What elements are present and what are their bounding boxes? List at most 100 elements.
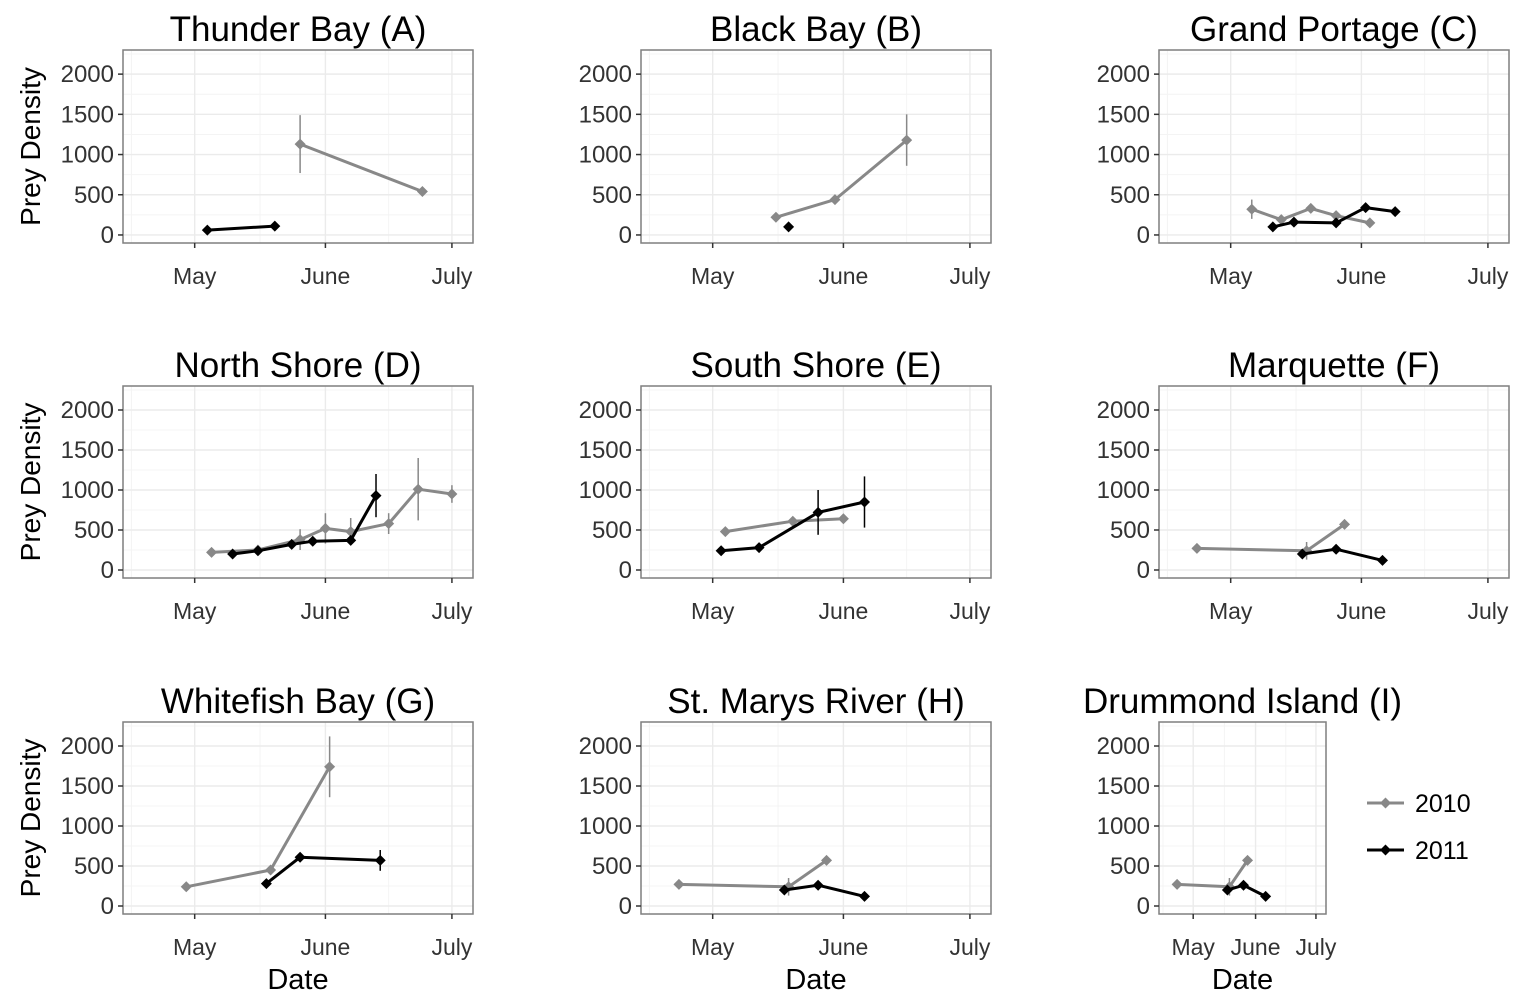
x-tick-label: May xyxy=(691,598,735,624)
y-tick-label: 1500 xyxy=(579,773,632,800)
y-tick-label: 500 xyxy=(1110,182,1150,209)
series-2010 xyxy=(294,115,428,198)
series-2011 xyxy=(1221,879,1272,902)
series-2011 xyxy=(260,850,386,890)
data-point xyxy=(294,138,306,150)
data-point xyxy=(374,854,386,866)
x-tick-label: July xyxy=(1295,934,1336,960)
series-2010 xyxy=(719,513,849,538)
panel-9: 0 500 1000 1500 2000 May June July Drummond Isla… xyxy=(1083,682,1402,995)
x-axis-label: Date xyxy=(1212,964,1273,995)
y-tick-label: 1500 xyxy=(61,437,114,464)
series-2011 xyxy=(1267,202,1401,233)
data-point xyxy=(1238,879,1250,891)
panel-border xyxy=(122,385,474,579)
panel-grid: 0 500 1000 1500 2000 May June July Thunder Bay (… xyxy=(15,10,1510,995)
data-point xyxy=(837,513,849,525)
series-2011 xyxy=(783,221,795,233)
x-tick-label: May xyxy=(691,934,735,960)
x-tick-label: June xyxy=(1336,598,1386,624)
data-point xyxy=(858,496,870,508)
y-tick-label: 1500 xyxy=(61,773,114,800)
x-tick-label: June xyxy=(300,934,350,960)
y-tick-label: 2000 xyxy=(61,61,114,88)
panel-title: Drummond Island (I) xyxy=(1083,682,1402,721)
x-tick-label: June xyxy=(818,598,868,624)
y-tick-label: 2000 xyxy=(579,733,632,760)
data-point xyxy=(821,854,833,866)
data-point xyxy=(1389,206,1401,218)
y-tick-label: 1000 xyxy=(61,813,114,840)
series-2011 xyxy=(778,879,870,902)
x-tick-label: July xyxy=(431,263,472,289)
data-point xyxy=(719,526,731,538)
y-axis-label: Prey Density xyxy=(15,67,46,226)
y-tick-label: 500 xyxy=(74,517,114,544)
x-tick-label: July xyxy=(1467,598,1508,624)
data-point xyxy=(265,864,277,876)
x-tick-label: June xyxy=(300,598,350,624)
panel-title: Grand Portage (C) xyxy=(1190,10,1478,49)
y-tick-label: 1500 xyxy=(1097,437,1150,464)
x-tick-label: May xyxy=(1171,934,1215,960)
y-tick-label: 0 xyxy=(1137,222,1150,249)
data-point xyxy=(324,761,336,773)
x-tick-label: July xyxy=(949,263,990,289)
y-tick-label: 500 xyxy=(592,182,632,209)
legend-key-point xyxy=(1380,844,1391,856)
y-tick-label: 0 xyxy=(101,222,114,249)
data-point xyxy=(201,224,213,236)
y-tick-label: 1000 xyxy=(579,813,632,840)
data-point xyxy=(1191,542,1203,554)
panel-border xyxy=(1158,721,1327,915)
x-tick-label: June xyxy=(1336,263,1386,289)
series-line-2011 xyxy=(207,224,275,232)
y-tick-label: 2000 xyxy=(1097,61,1150,88)
y-tick-label: 1000 xyxy=(61,142,114,169)
panel-border xyxy=(1158,49,1510,244)
y-tick-label: 1500 xyxy=(579,437,632,464)
data-point xyxy=(783,221,795,233)
x-tick-label: June xyxy=(300,263,350,289)
panel-2: 0 500 1000 1500 2000 May June July Black Bay (B) xyxy=(579,10,992,289)
data-point xyxy=(1242,854,1254,866)
x-tick-label: May xyxy=(691,263,735,289)
data-point xyxy=(416,186,428,198)
data-point xyxy=(787,515,799,527)
y-tick-label: 1000 xyxy=(1097,142,1150,169)
series-line-2010 xyxy=(299,142,423,193)
data-point xyxy=(319,522,331,534)
y-tick-label: 0 xyxy=(619,222,632,249)
data-point xyxy=(1330,543,1342,555)
data-point xyxy=(1221,884,1233,896)
series-line-2011 xyxy=(720,500,865,553)
x-tick-label: June xyxy=(1231,934,1281,960)
data-point xyxy=(1246,203,1258,215)
x-tick-label: May xyxy=(173,263,217,289)
y-tick-label: 2000 xyxy=(61,397,114,424)
data-point xyxy=(1267,221,1279,233)
y-tick-label: 1000 xyxy=(1097,477,1150,504)
panel-title: Whitefish Bay (G) xyxy=(161,682,435,721)
data-point xyxy=(1339,518,1351,530)
data-point xyxy=(1171,878,1183,890)
data-point xyxy=(812,506,824,518)
data-point xyxy=(1330,210,1342,222)
x-tick-label: July xyxy=(949,934,990,960)
y-tick-label: 1500 xyxy=(579,101,632,128)
series-2011 xyxy=(227,474,382,560)
y-tick-label: 0 xyxy=(1137,893,1150,920)
data-point xyxy=(286,538,298,550)
data-point xyxy=(1360,202,1372,214)
y-tick-label: 500 xyxy=(1110,853,1150,880)
panel-8: 0 500 1000 1500 2000 May June July St. Marys Riv… xyxy=(579,682,992,995)
data-point xyxy=(778,884,790,896)
panel-7: 0 500 1000 1500 2000 May June July Whitefish Bay… xyxy=(15,682,474,995)
data-point xyxy=(260,878,272,890)
panel-4: 0 500 1000 1500 2000 May June July North Shore (… xyxy=(15,346,474,624)
y-axis-label: Prey Density xyxy=(15,403,46,562)
y-tick-label: 1500 xyxy=(1097,101,1150,128)
y-tick-label: 1000 xyxy=(579,477,632,504)
y-tick-label: 2000 xyxy=(579,397,632,424)
data-point xyxy=(294,851,306,863)
